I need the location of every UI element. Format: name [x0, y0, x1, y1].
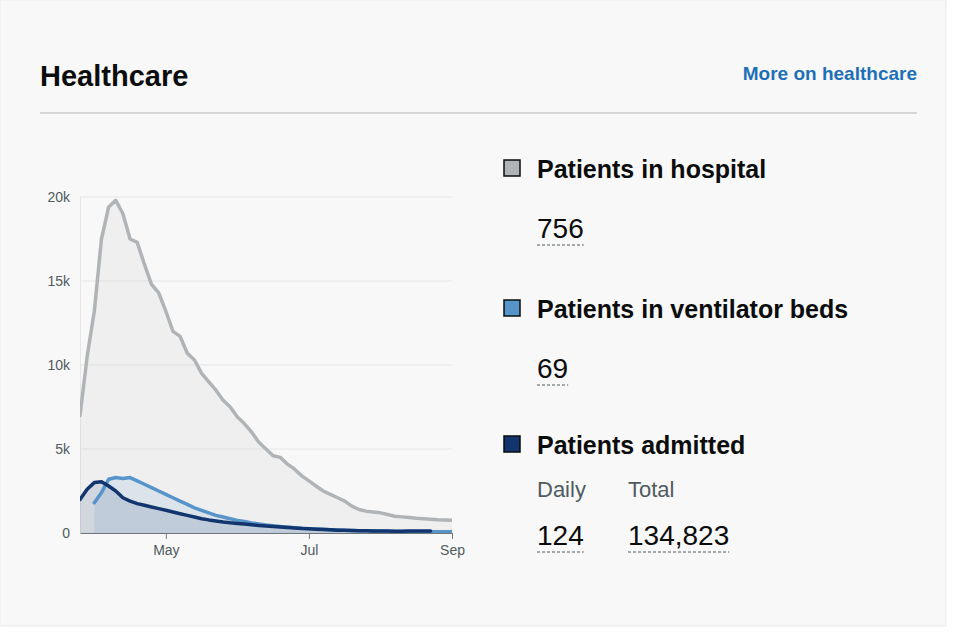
stat-caption: Daily — [537, 477, 586, 502]
y-tick: 20k — [47, 189, 80, 205]
header-link[interactable]: More on healthcare — [743, 63, 917, 84]
stat-value: 134,823 — [628, 520, 729, 551]
x-axis-line — [81, 533, 453, 534]
stat-heading: Patients in hospital — [537, 155, 766, 183]
stat-value: 756 — [537, 213, 584, 244]
x-tick: Sep — [440, 533, 465, 558]
stat-underline — [537, 245, 584, 246]
x-tick: May — [153, 533, 179, 558]
stat-caption: Total — [628, 477, 674, 502]
legend-swatch — [504, 436, 520, 452]
y-tick-label: 20k — [47, 189, 71, 205]
plot-marks — [80, 200, 452, 533]
legend-swatch — [504, 300, 520, 316]
x-tick-label: Sep — [440, 542, 465, 558]
x-tick-label: May — [153, 542, 179, 558]
y-tick: 15k — [47, 273, 80, 289]
x-axis: May Jul Sep — [81, 533, 466, 558]
grid — [80, 197, 452, 533]
y-tick-label: 10k — [47, 357, 71, 373]
y-tick-label: 15k — [47, 273, 71, 289]
grid-line — [80, 197, 452, 198]
y-tick-label: 0 — [62, 525, 70, 541]
x-tick-mark — [309, 533, 310, 539]
stat-underline — [537, 552, 584, 553]
x-tick-mark — [166, 533, 167, 539]
header-rule — [40, 113, 917, 114]
stat-heading: Patients in ventilator beds — [537, 295, 848, 323]
y-tick-label: 5k — [55, 441, 71, 457]
stat-underline — [537, 385, 568, 386]
y-axis: 0 5k 10k 15k 20k — [47, 189, 80, 541]
x-tick: Jul — [300, 533, 318, 558]
stat-underline — [628, 552, 729, 553]
stat-value: 69 — [537, 353, 568, 384]
series-line — [80, 482, 431, 531]
x-tick-mark — [452, 533, 453, 539]
y-tick: 0 — [62, 525, 80, 541]
y-tick: 10k — [47, 357, 80, 373]
card — [0, 0, 946, 626]
stat-heading: Patients admitted — [537, 431, 745, 459]
legend-swatch — [504, 160, 520, 176]
title: Healthcare — [40, 60, 188, 92]
series-area — [80, 200, 452, 533]
stats-panel: Patients in hospital 756 Patients in venti… — [504, 155, 848, 552]
series-area — [80, 482, 431, 533]
x-tick-label: Jul — [300, 542, 318, 558]
series-line — [80, 200, 452, 520]
stat-value: 124 — [537, 520, 584, 551]
y-tick: 5k — [55, 441, 80, 457]
